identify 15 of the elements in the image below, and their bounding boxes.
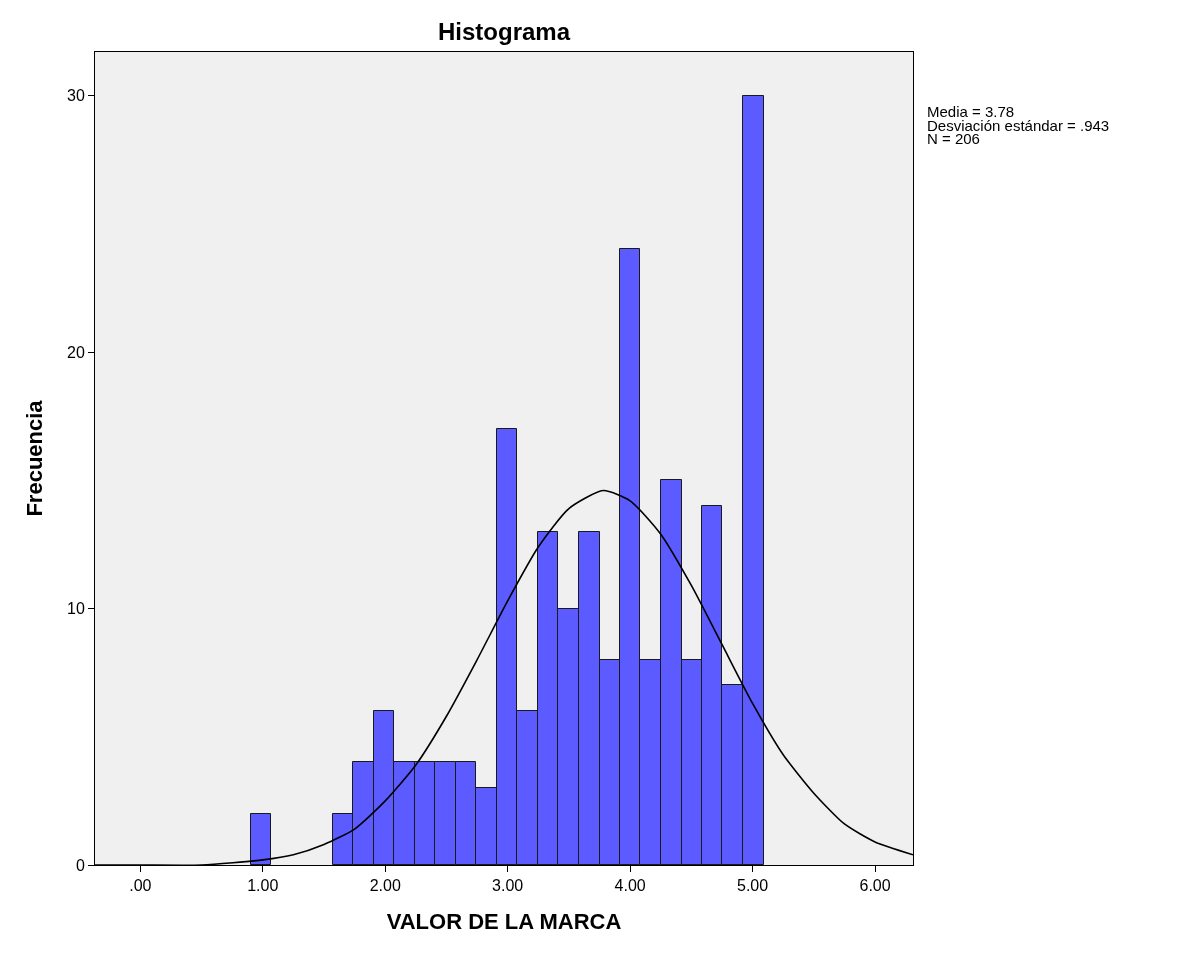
text: Media = 3.78 bbox=[927, 103, 1015, 120]
x-tick-label: .00 bbox=[129, 877, 152, 895]
x-tick-label: 1.00 bbox=[247, 877, 279, 895]
x-tick-label: 4.00 bbox=[614, 877, 646, 895]
y-tick-label: 10 bbox=[67, 600, 85, 618]
y-tick-label: 30 bbox=[67, 87, 85, 105]
x-tick-label: 5.00 bbox=[737, 877, 769, 895]
y-axis-title: Frecuencia bbox=[21, 399, 47, 517]
chart-title: Histograma bbox=[437, 17, 571, 45]
x-axis-title: VALOR DE LA MARCA bbox=[386, 909, 622, 935]
x-tick-label: 2.00 bbox=[369, 877, 401, 895]
y-tick-label: 20 bbox=[67, 343, 85, 361]
x-tick-label: 6.00 bbox=[859, 877, 891, 895]
y-tick-label: 0 bbox=[75, 856, 85, 874]
x-tick-label: 3.00 bbox=[492, 877, 524, 895]
